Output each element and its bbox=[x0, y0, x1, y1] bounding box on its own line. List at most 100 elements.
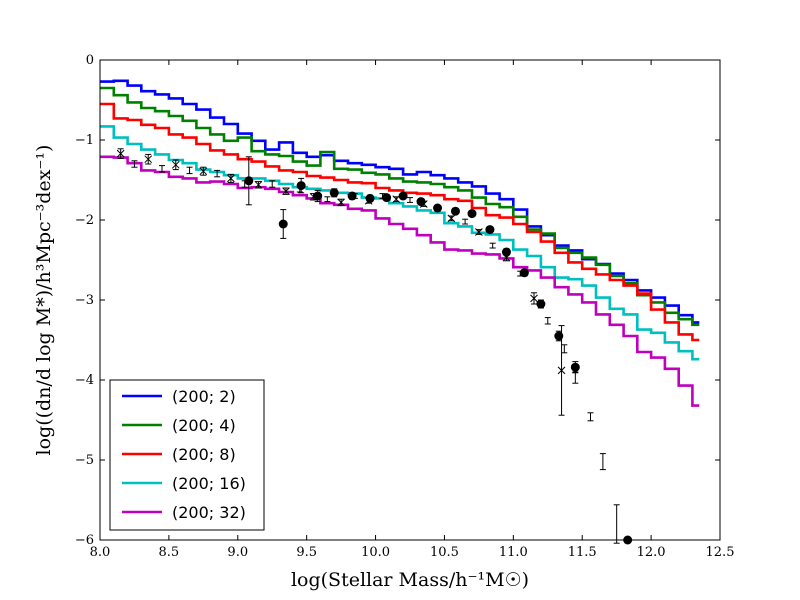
circle-point bbox=[365, 193, 375, 203]
y-tick-label: −6 bbox=[75, 533, 94, 548]
circle-point bbox=[433, 203, 443, 213]
circle-marker bbox=[554, 331, 564, 341]
x-tick-label: 12.0 bbox=[637, 545, 666, 560]
cross-point bbox=[392, 195, 401, 204]
circle-point bbox=[467, 209, 477, 219]
circle-point bbox=[329, 188, 339, 198]
legend-label-2: (200; 8) bbox=[172, 445, 236, 464]
x-tick-label: 9.0 bbox=[227, 545, 248, 560]
circle-point bbox=[485, 225, 495, 235]
circle-marker bbox=[519, 268, 529, 278]
circle-marker bbox=[278, 219, 288, 229]
cross-point bbox=[254, 180, 263, 189]
cross-point bbox=[530, 292, 538, 305]
plus-point bbox=[269, 180, 276, 188]
plus-point bbox=[186, 166, 193, 175]
circle-marker bbox=[536, 299, 546, 309]
legend-label-1: (200; 4) bbox=[172, 416, 236, 435]
x-tick-label: 11.0 bbox=[499, 545, 528, 560]
circle-marker bbox=[433, 203, 443, 213]
legend-label-3: (200; 16) bbox=[172, 474, 246, 493]
cross-marker bbox=[116, 149, 125, 158]
circle-point bbox=[450, 206, 460, 216]
plus-point bbox=[489, 242, 496, 249]
circle-marker bbox=[416, 197, 426, 207]
plus-point bbox=[131, 160, 138, 168]
cross-marker bbox=[227, 174, 235, 183]
cross-marker bbox=[557, 366, 566, 375]
cross-point bbox=[282, 187, 290, 196]
x-tick-label: 8.5 bbox=[159, 545, 180, 560]
circle-marker bbox=[467, 209, 477, 219]
cross-point bbox=[116, 148, 125, 159]
circle-point bbox=[398, 191, 408, 201]
cross-marker bbox=[254, 180, 263, 189]
plus-point bbox=[462, 218, 469, 225]
cross-marker bbox=[199, 167, 208, 176]
plus-point bbox=[324, 196, 331, 203]
circle-point bbox=[313, 189, 323, 203]
observed-data-layer bbox=[116, 148, 633, 545]
cross-marker bbox=[171, 160, 180, 169]
circle-point bbox=[519, 268, 529, 278]
plus-point bbox=[599, 453, 606, 471]
circle-marker bbox=[382, 193, 392, 203]
circle-marker bbox=[485, 225, 495, 235]
series-line-4 bbox=[100, 155, 700, 407]
cross-marker bbox=[144, 155, 153, 164]
circle-point bbox=[416, 197, 426, 207]
circle-point bbox=[296, 177, 306, 194]
series-line-1 bbox=[100, 86, 700, 327]
circle-marker bbox=[501, 247, 511, 257]
y-tick-label: −2 bbox=[75, 213, 94, 228]
x-axis-label: log(Stellar Mass/h⁻¹M☉) bbox=[291, 569, 529, 591]
ticks-layer: 8.0 8.5 9.0 9.5 10.0 10.5 11.0 11.5 12.0 12.5 0 −1 −… bbox=[75, 53, 735, 560]
y-axis-label: log((dn/d log M*)/h³Mpc⁻³dex⁻¹) bbox=[33, 145, 55, 456]
plus-point bbox=[587, 412, 594, 422]
cross-marker bbox=[530, 294, 538, 303]
circle-point bbox=[347, 191, 357, 201]
x-tick-label: 10.5 bbox=[430, 545, 459, 560]
legend: (200; 2) (200; 4) (200; 8) (200; 16) (200; 3… bbox=[109, 379, 265, 531]
legend-label-0: (200; 2) bbox=[172, 387, 236, 406]
x-tick-label: 10.0 bbox=[361, 545, 390, 560]
cross-point bbox=[199, 166, 208, 176]
plus-point bbox=[407, 197, 413, 203]
circle-point bbox=[554, 330, 564, 342]
circle-point bbox=[382, 193, 392, 203]
plus-point bbox=[613, 504, 620, 544]
plus-point bbox=[214, 169, 221, 178]
y-tick-label: 0 bbox=[86, 53, 94, 68]
circle-point bbox=[501, 247, 511, 257]
cross-point bbox=[337, 198, 345, 207]
cross-point bbox=[475, 228, 483, 236]
series-line-3 bbox=[100, 125, 700, 361]
circle-marker bbox=[365, 193, 375, 203]
cross-point bbox=[144, 153, 153, 165]
plus-point bbox=[544, 317, 551, 325]
cross-marker bbox=[392, 195, 401, 204]
y-tick-label: −1 bbox=[75, 133, 94, 148]
x-tick-label: 9.5 bbox=[296, 545, 317, 560]
circle-marker bbox=[570, 362, 580, 372]
circle-marker bbox=[313, 191, 323, 201]
cross-point bbox=[227, 173, 235, 183]
x-tick-label: 8.0 bbox=[90, 545, 111, 560]
cross-marker bbox=[447, 214, 456, 223]
cross-marker bbox=[337, 198, 345, 207]
circle-marker bbox=[450, 206, 460, 216]
x-tick-label: 12.5 bbox=[706, 545, 735, 560]
circle-marker bbox=[244, 176, 254, 186]
circle-point bbox=[244, 156, 254, 206]
circle-point bbox=[278, 209, 288, 239]
circle-marker bbox=[398, 191, 408, 201]
cross-point bbox=[447, 214, 456, 223]
circle-point bbox=[536, 299, 546, 309]
cross-point bbox=[171, 159, 180, 171]
y-tick-label: −5 bbox=[75, 453, 94, 468]
circle-marker bbox=[347, 191, 357, 201]
plus-point bbox=[561, 344, 568, 354]
circle-marker bbox=[296, 181, 306, 191]
y-tick-label: −3 bbox=[75, 293, 94, 308]
